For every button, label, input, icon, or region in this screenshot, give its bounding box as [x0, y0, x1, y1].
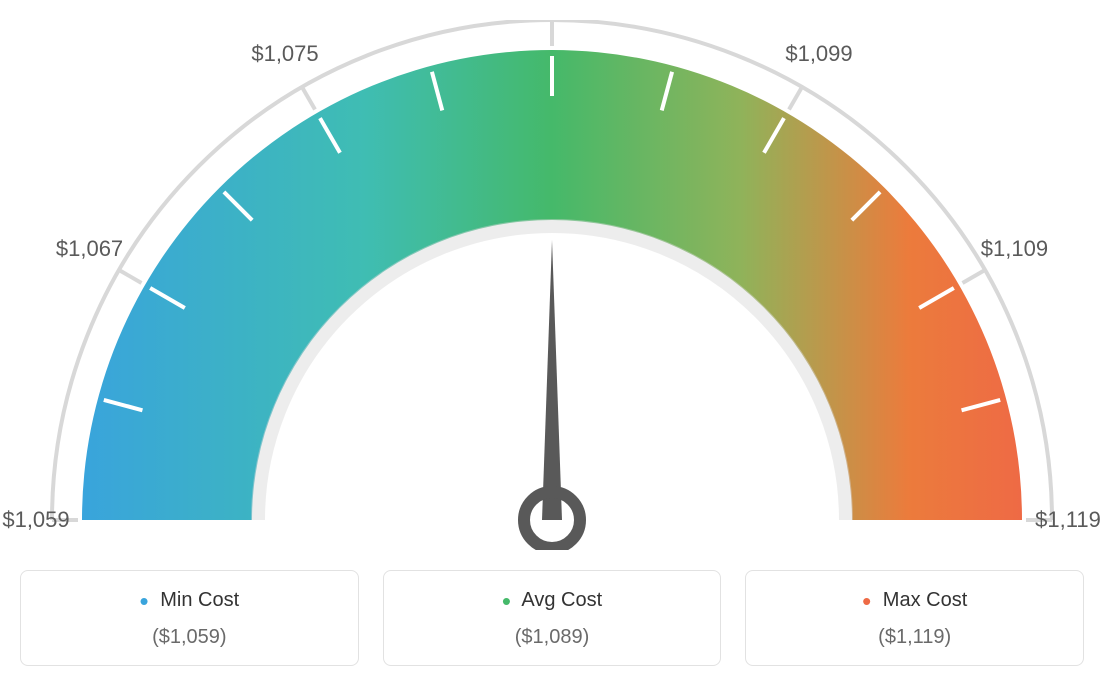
gauge-tick-label: $1,099 — [785, 41, 852, 67]
legend-row: • Min Cost ($1,059) • Avg Cost ($1,089) … — [20, 570, 1084, 666]
legend-avg-title: • Avg Cost — [394, 589, 711, 612]
legend-max-dot: • — [862, 586, 871, 616]
gauge-tick-label: $1,075 — [251, 41, 318, 67]
legend-min-box: • Min Cost ($1,059) — [20, 570, 359, 666]
gauge-svg — [20, 20, 1084, 550]
legend-max-title: • Max Cost — [756, 589, 1073, 612]
cost-gauge: $1,059$1,067$1,075$1,089$1,099$1,109$1,1… — [20, 20, 1084, 550]
legend-min-value: ($1,059) — [31, 626, 348, 649]
gauge-tick-label: $1,109 — [981, 236, 1048, 262]
legend-max-box: • Max Cost ($1,119) — [745, 570, 1084, 666]
legend-avg-title-text: Avg Cost — [521, 589, 602, 611]
legend-avg-box: • Avg Cost ($1,089) — [383, 570, 722, 666]
legend-avg-dot: • — [502, 586, 511, 616]
legend-max-title-text: Max Cost — [883, 589, 967, 611]
legend-min-dot: • — [140, 586, 149, 616]
legend-min-title: • Min Cost — [31, 589, 348, 612]
gauge-tick-label: $1,119 — [1035, 507, 1101, 533]
legend-avg-value: ($1,089) — [394, 626, 711, 649]
legend-max-value: ($1,119) — [756, 626, 1073, 649]
legend-min-title-text: Min Cost — [160, 589, 239, 611]
gauge-tick-label: $1,059 — [2, 507, 69, 533]
gauge-tick-label: $1,067 — [56, 236, 123, 262]
